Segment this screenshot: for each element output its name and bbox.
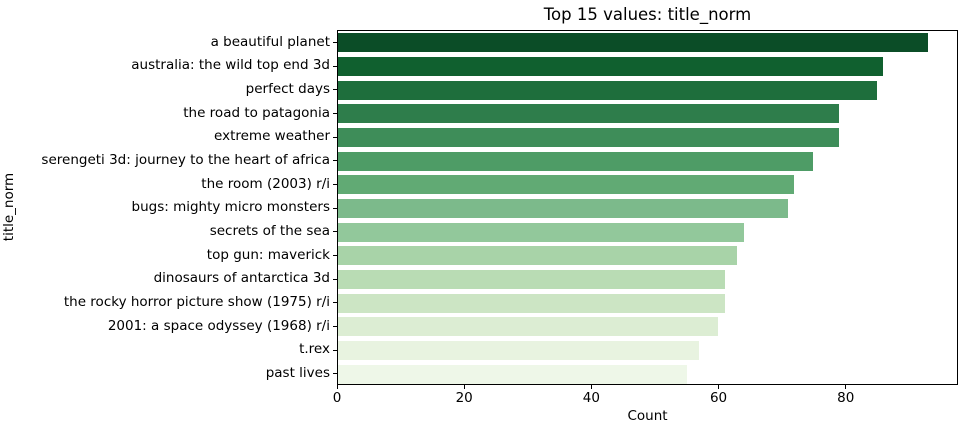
x-tick-label: 80: [837, 390, 855, 406]
y-tick-label: extreme weather: [214, 128, 330, 145]
x-tick-label: 60: [709, 390, 728, 406]
x-tick-mark: [590, 385, 592, 389]
x-tick-label: 40: [582, 390, 600, 406]
y-tick-label: the room (2003) r/i: [201, 175, 330, 192]
bar: [338, 33, 928, 53]
x-tick-label: 0: [332, 390, 342, 406]
y-tick-mark: [333, 254, 337, 256]
y-tick-label: perfect days: [245, 81, 330, 98]
bar: [338, 151, 814, 171]
y-tick-mark: [333, 89, 337, 91]
y-tick-mark: [333, 373, 337, 375]
y-tick-label: a beautiful planet: [210, 33, 330, 50]
y-tick-mark: [333, 183, 337, 185]
bar: [338, 199, 789, 218]
bar: [338, 341, 700, 360]
y-tick-label: 2001: a space odyssey (1968) r/i: [107, 317, 330, 334]
x-axis-label: Count: [627, 408, 668, 424]
bar: [338, 104, 839, 124]
x-tick-mark: [718, 385, 720, 389]
y-tick-mark: [333, 349, 337, 351]
bar: [338, 317, 719, 337]
x-tick-label: 20: [455, 390, 473, 406]
plot-area: [337, 30, 958, 385]
bar: [338, 270, 725, 289]
y-tick-mark: [333, 136, 337, 138]
y-tick-label: serengeti 3d: journey to the heart of af…: [41, 152, 330, 169]
y-tick-mark: [333, 207, 337, 209]
y-tick-label: secrets of the sea: [209, 223, 330, 240]
bar: [338, 80, 877, 100]
bar: [338, 364, 687, 384]
y-tick-label: top gun: maverick: [206, 246, 330, 263]
y-tick-mark: [333, 302, 337, 304]
x-tick-mark: [845, 385, 847, 389]
bar: [338, 293, 725, 313]
y-tick-mark: [333, 231, 337, 233]
y-tick-label: dinosaurs of antarctica 3d: [153, 270, 330, 287]
bar: [338, 57, 884, 76]
bar: [338, 222, 744, 242]
y-tick-label: the road to patagonia: [183, 104, 330, 121]
y-tick-label: t.rex: [299, 341, 330, 358]
y-tick-mark: [333, 112, 337, 114]
y-tick-mark: [333, 278, 337, 280]
y-tick-mark: [333, 41, 337, 43]
x-tick-mark: [463, 385, 465, 389]
y-tick-mark: [333, 325, 337, 327]
x-tick-mark: [336, 385, 338, 389]
bar: [338, 175, 795, 195]
bar: [338, 246, 738, 266]
y-tick-label: the rocky horror picture show (1975) r/i: [63, 294, 330, 311]
y-tick-mark: [333, 65, 337, 67]
y-tick-label: bugs: mighty micro monsters: [131, 199, 330, 216]
bar: [338, 128, 839, 147]
y-tick-label: past lives: [265, 365, 330, 382]
y-tick-mark: [333, 160, 337, 162]
chart-title: Top 15 values: title_norm: [543, 5, 752, 24]
y-tick-label: australia: the wild top end 3d: [131, 57, 330, 74]
